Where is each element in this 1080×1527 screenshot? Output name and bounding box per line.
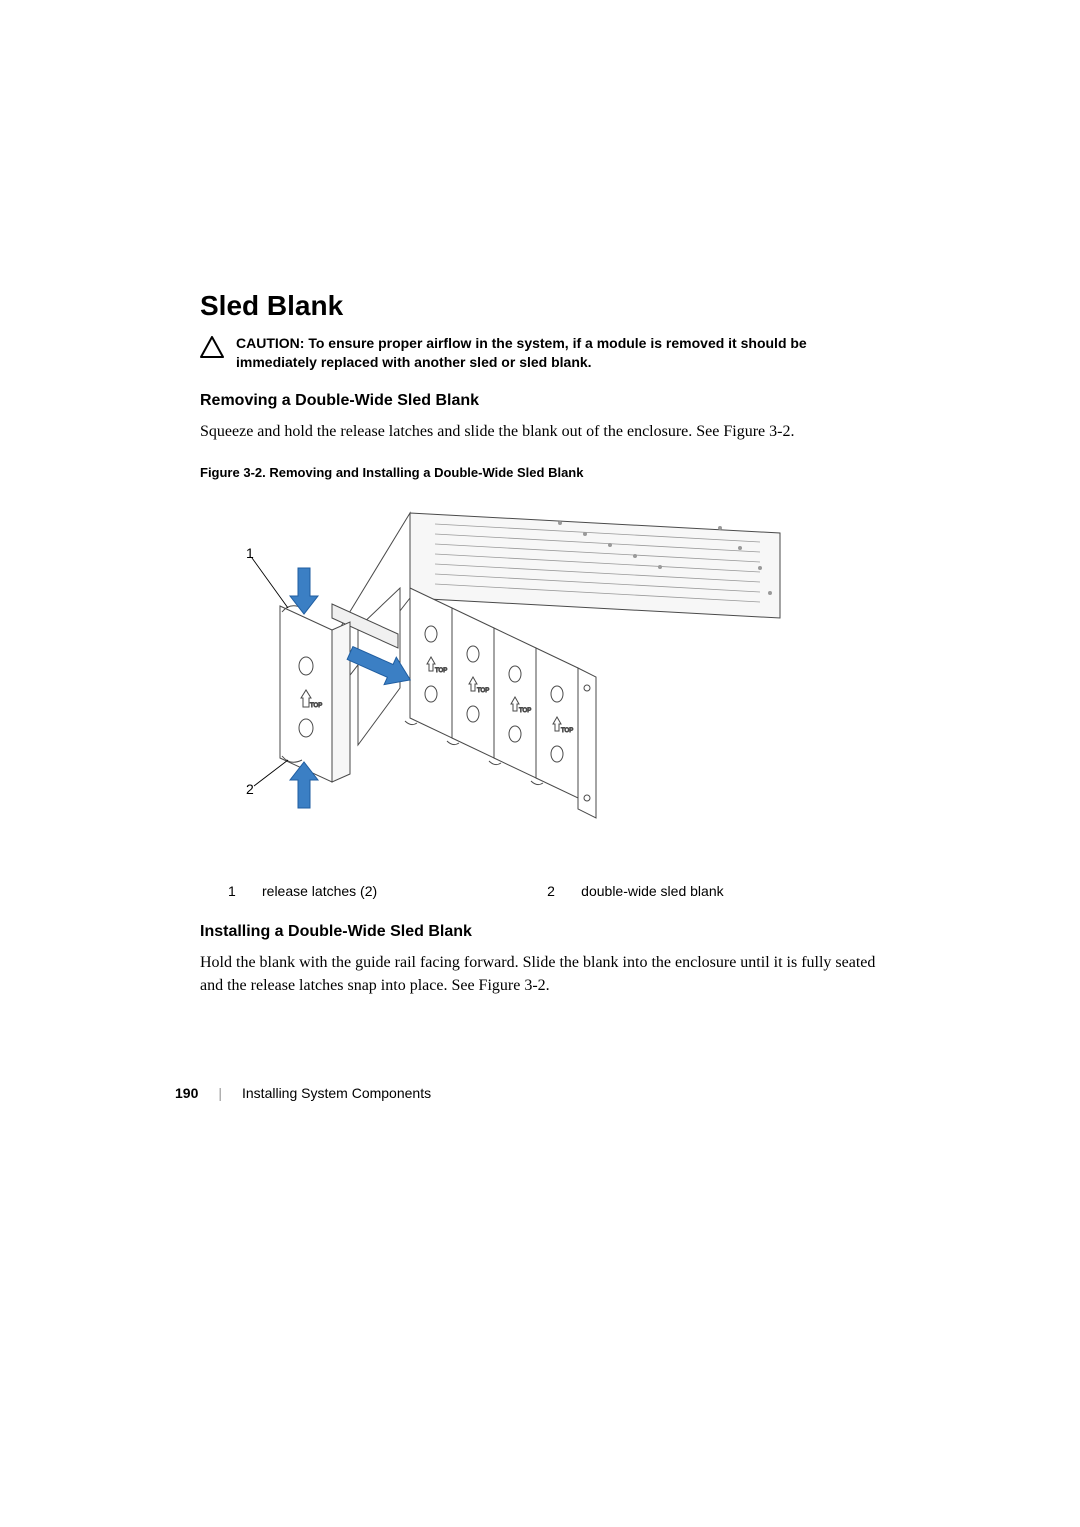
- svg-text:TOP: TOP: [435, 668, 447, 674]
- svg-text:TOP: TOP: [310, 703, 322, 709]
- legend-item: 2 double-wide sled blank: [547, 883, 723, 899]
- removing-body: Squeeze and hold the release latches and…: [200, 420, 880, 443]
- figure-caption: Figure 3-2. Removing and Installing a Do…: [200, 465, 880, 480]
- caution-label: CAUTION:: [236, 335, 304, 351]
- removing-heading: Removing a Double-Wide Sled Blank: [200, 392, 880, 410]
- figure-callout-2: 2: [246, 781, 254, 797]
- figure-callout-1: 1: [246, 545, 254, 561]
- legend-num: 2: [547, 883, 559, 899]
- legend-num: 1: [228, 883, 240, 899]
- footer-page-number: 190: [175, 1085, 198, 1101]
- figure-legend: 1 release latches (2) 2 double-wide sled…: [228, 883, 880, 899]
- caution-body: To ensure proper airflow in the system, …: [236, 335, 807, 370]
- footer-divider: |: [218, 1085, 222, 1101]
- installing-heading: Installing a Double-Wide Sled Blank: [200, 923, 880, 941]
- caution-text: CAUTION: To ensure proper airflow in the…: [236, 334, 880, 372]
- legend-label: double-wide sled blank: [581, 883, 723, 899]
- figure-caption-prefix: Figure 3-2.: [200, 465, 266, 480]
- section-title: Sled Blank: [200, 290, 880, 322]
- caution-block: CAUTION: To ensure proper airflow in the…: [200, 334, 880, 372]
- legend-label: release latches (2): [262, 883, 377, 899]
- svg-text:TOP: TOP: [519, 708, 531, 714]
- installing-body: Hold the blank with the guide rail facin…: [200, 951, 880, 997]
- svg-text:TOP: TOP: [477, 688, 489, 694]
- legend-item: 1 release latches (2): [228, 883, 377, 899]
- svg-text:TOP: TOP: [561, 728, 573, 734]
- footer-chapter: Installing System Components: [242, 1085, 431, 1101]
- figure-illustration: TOP TOP TOP: [240, 498, 880, 863]
- page-footer: 190 | Installing System Components: [175, 1085, 431, 1101]
- figure-caption-title: Removing and Installing a Double-Wide Sl…: [269, 465, 583, 480]
- caution-icon: [200, 336, 224, 363]
